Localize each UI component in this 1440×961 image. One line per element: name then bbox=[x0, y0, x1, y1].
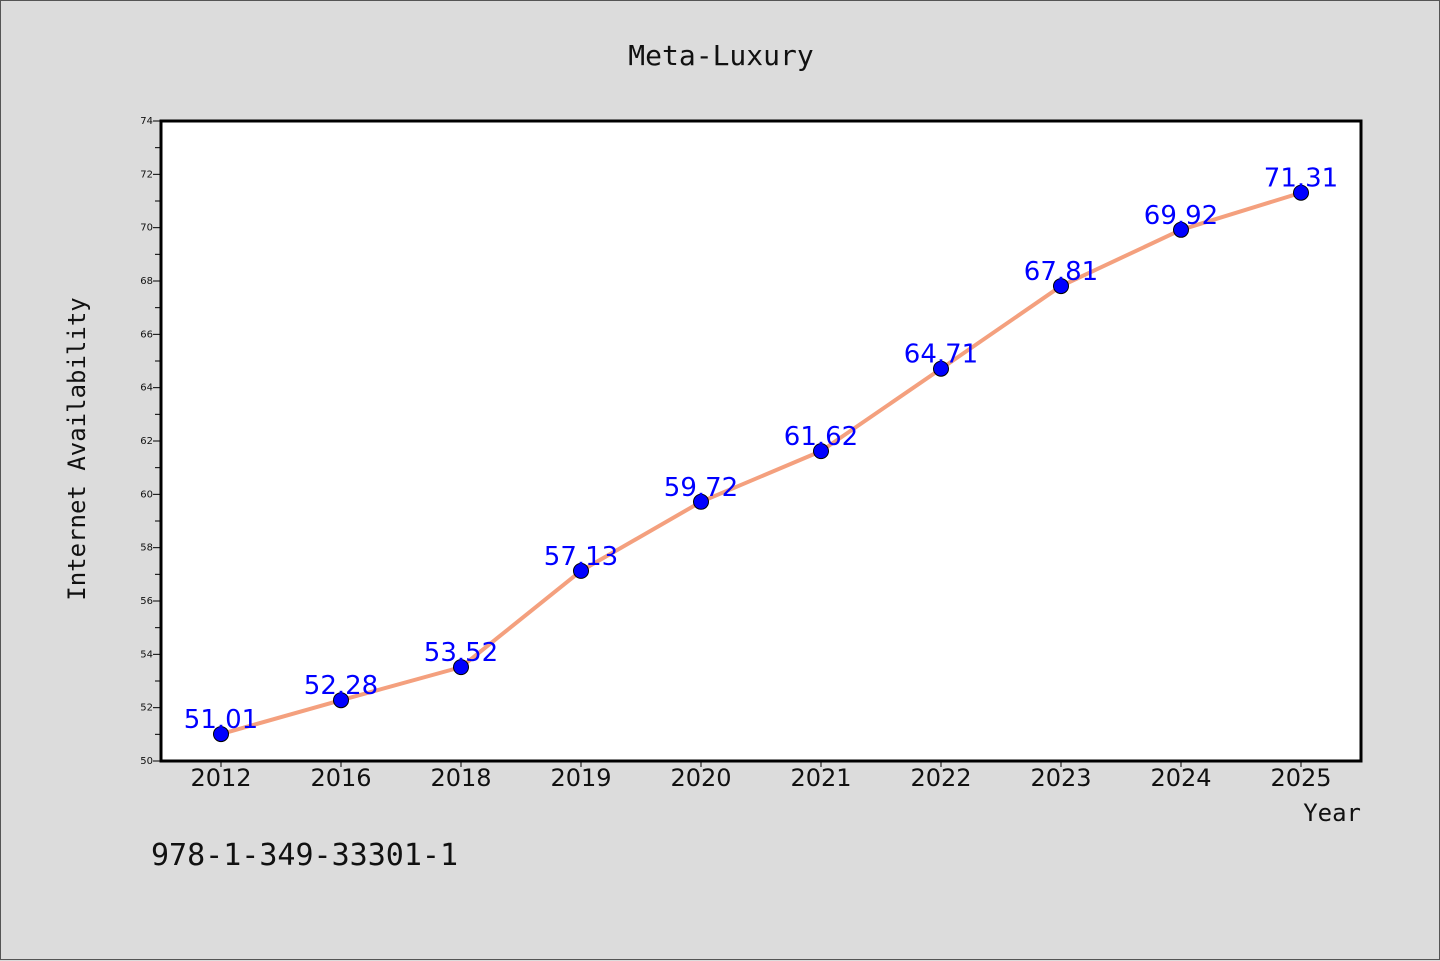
data-label: 52.28 bbox=[304, 671, 378, 701]
data-point bbox=[1293, 184, 1309, 201]
y-axis-ticks: 50 52 54 56 58 60 62 64 66 68 70 72 74 bbox=[140, 116, 161, 767]
data-labels-group: 51.01 52.28 53.52 57.13 59.72 61.62 64.71 67.81… bbox=[184, 164, 1338, 735]
y-tick-label: 70 bbox=[140, 223, 153, 234]
data-label: 64.71 bbox=[904, 340, 978, 370]
y-tick-label: 64 bbox=[140, 383, 153, 394]
x-tick-label: 2019 bbox=[550, 764, 611, 792]
x-tick-label: 2018 bbox=[430, 764, 491, 792]
y-tick-label: 54 bbox=[140, 649, 153, 660]
x-tick-label: 2012 bbox=[190, 764, 251, 792]
x-tick-label: 2016 bbox=[310, 764, 371, 792]
x-tick-label: 2021 bbox=[790, 764, 851, 792]
x-tick-label: 2024 bbox=[1150, 764, 1211, 792]
data-label: 53.52 bbox=[424, 638, 498, 668]
y-tick-label: 60 bbox=[140, 489, 153, 500]
data-point bbox=[573, 562, 589, 579]
data-label: 69.92 bbox=[1144, 201, 1218, 231]
y-tick-label: 50 bbox=[140, 756, 153, 767]
y-tick-label: 74 bbox=[140, 116, 153, 127]
data-point bbox=[453, 659, 469, 676]
chart-title: Meta-Luxury bbox=[628, 39, 813, 72]
x-tick-label: 2020 bbox=[670, 764, 731, 792]
data-point bbox=[213, 726, 229, 743]
y-axis-label: Internet Availability bbox=[63, 297, 91, 600]
data-point bbox=[333, 692, 349, 709]
data-point bbox=[693, 493, 709, 510]
series-line bbox=[220, 190, 1302, 736]
x-tick-label: 2025 bbox=[1270, 764, 1331, 792]
data-label: 71.31 bbox=[1264, 164, 1338, 194]
data-label: 51.01 bbox=[184, 705, 258, 735]
y-tick-label: 56 bbox=[140, 596, 153, 607]
data-label: 59.72 bbox=[664, 473, 738, 503]
x-axis-ticks: 2012 2016 2018 2019 2020 2021 2022 2023 2024 2025 bbox=[190, 761, 1332, 792]
y-tick-label: 62 bbox=[140, 436, 153, 447]
data-point bbox=[933, 360, 949, 377]
isbn-annotation: 978-1-349-33301-1 bbox=[151, 838, 458, 873]
y-tick-label: 72 bbox=[140, 169, 153, 180]
y-tick-label: 68 bbox=[140, 276, 153, 287]
series-group bbox=[213, 184, 1309, 743]
y-tick-label: 66 bbox=[140, 329, 153, 340]
data-point bbox=[813, 443, 829, 460]
data-point bbox=[1173, 221, 1189, 238]
data-label: 61.62 bbox=[784, 422, 858, 452]
data-point bbox=[1053, 278, 1069, 295]
y-tick-label: 58 bbox=[140, 543, 153, 554]
x-axis-label: Year bbox=[1303, 799, 1361, 827]
plot-area bbox=[159, 119, 1363, 763]
data-label: 67.81 bbox=[1024, 257, 1098, 287]
x-tick-label: 2022 bbox=[910, 764, 971, 792]
y-tick-label: 52 bbox=[140, 703, 153, 714]
data-label: 57.13 bbox=[544, 542, 618, 572]
x-tick-label: 2023 bbox=[1030, 764, 1091, 792]
